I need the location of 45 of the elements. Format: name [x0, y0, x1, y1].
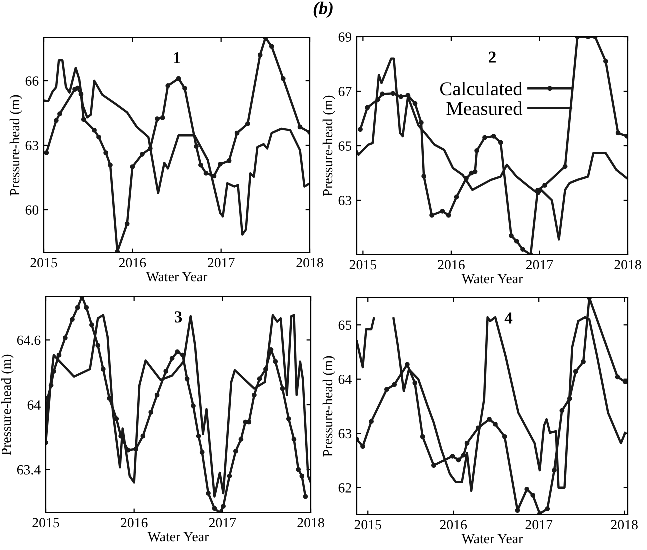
chart-title: (b) — [314, 2, 333, 18]
legend-label: Calculated — [440, 82, 523, 96]
y-tick-label: 64.6 — [17, 336, 41, 346]
x-tick-label: 2018 — [611, 520, 638, 530]
annotation: 4 — [504, 312, 513, 324]
y-tick-label: 63 — [338, 196, 352, 206]
y-tick-label: 65 — [338, 320, 352, 330]
y-axis-title: Pressure-head (m) — [322, 356, 336, 457]
annotation: 2 — [489, 52, 496, 63]
y-tick-label: 60 — [26, 206, 39, 215]
y-tick-label: 66 — [26, 76, 39, 86]
x-tick-label: 2016 — [438, 260, 465, 270]
x-tick-label: 2017 — [209, 518, 236, 528]
legend-label: Measured — [446, 102, 523, 116]
x-tick-label: 2017 — [526, 260, 554, 270]
x-tick-label: 2016 — [121, 518, 148, 528]
y-tick-label: 67 — [338, 87, 352, 96]
y-tick-label: 63 — [338, 429, 352, 439]
annotation: 3 — [174, 312, 182, 323]
x-tick-label: 2016 — [440, 520, 468, 530]
x-axis-title: Water Year — [462, 274, 524, 284]
x-tick-label: 2018 — [614, 260, 642, 270]
x-tick-label: 2016 — [119, 258, 146, 268]
x-tick-label: 2015 — [354, 520, 382, 530]
x-axis-title: Water Year — [462, 534, 524, 544]
y-axis-title: Pressure-head (m) — [10, 95, 22, 196]
y-axis-title: Pressure-head (m) — [1, 354, 14, 456]
x-tick-label: 2017 — [526, 520, 553, 530]
x-tick-label: 2015 — [32, 518, 60, 528]
annotation: 1 — [174, 52, 180, 64]
y-tick-label: 65 — [338, 142, 352, 151]
y-tick-label: 63.4 — [17, 465, 41, 475]
y-tick-label: 69 — [338, 32, 352, 42]
y-tick-label: 62 — [338, 483, 352, 493]
x-tick-label: 2017 — [208, 258, 235, 268]
y-tick-label: 64 — [28, 400, 41, 410]
x-tick-label: 2018 — [298, 518, 324, 528]
x-tick-label: 2015 — [30, 258, 58, 268]
x-tick-label: 2015 — [350, 260, 377, 270]
x-axis-title: Water Year — [146, 272, 208, 282]
x-tick-label: 2018 — [296, 258, 324, 268]
x-axis-title: Water Year — [148, 532, 210, 542]
y-axis-title: Pressure-head (m) — [322, 96, 336, 196]
y-tick-label: 64 — [338, 374, 352, 384]
y-tick-label: 63 — [26, 141, 39, 150]
